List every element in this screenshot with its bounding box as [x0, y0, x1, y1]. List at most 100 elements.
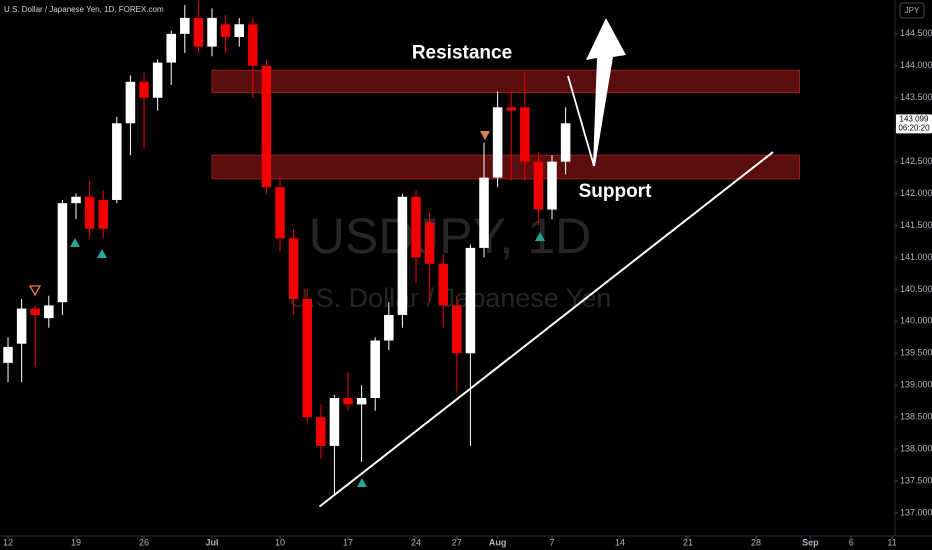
zone-label: Support — [579, 181, 652, 202]
x-tick-label: Jul — [206, 537, 219, 547]
candles — [3, 1, 571, 494]
candle-body — [98, 199, 108, 229]
x-tick-label: 14 — [615, 537, 625, 547]
x-tick-label: 7 — [550, 537, 555, 547]
y-tick-label: 138.000 — [900, 443, 932, 453]
x-tick-label: 27 — [452, 537, 462, 547]
buy-signal — [357, 478, 367, 487]
candle-body — [452, 305, 462, 354]
price-axis — [895, 0, 932, 550]
candle-body — [492, 107, 503, 178]
candle-body — [275, 187, 285, 239]
candle-body — [16, 308, 27, 344]
x-tick-label: 17 — [343, 537, 353, 547]
candle-body — [3, 346, 13, 363]
sell-signal — [480, 131, 490, 140]
arrow-leg — [567, 75, 595, 167]
y-tick-label: 144.000 — [900, 60, 932, 70]
candle-body — [84, 196, 95, 229]
countdown-label: 06:20:20 — [898, 123, 930, 132]
candle-body — [207, 17, 217, 47]
y-tick-label: 138.500 — [900, 412, 932, 422]
candle-body — [397, 196, 408, 315]
candle-body — [125, 81, 136, 124]
candle-body — [71, 196, 81, 204]
candle-body — [370, 340, 380, 399]
x-tick-label: 19 — [71, 537, 81, 547]
candle-body — [329, 398, 340, 446]
candle-body — [520, 107, 530, 162]
candle-body — [384, 314, 394, 341]
candle-body — [533, 161, 544, 210]
y-tick-label: 140.500 — [900, 284, 932, 294]
y-tick-label: 141.500 — [900, 220, 932, 230]
drawings: Resistance Support — [318, 42, 774, 508]
x-tick-label: Aug — [489, 537, 507, 547]
arrow-head — [586, 18, 626, 166]
buy-signal — [70, 238, 80, 247]
candle-body — [547, 161, 557, 210]
x-tick-label: 21 — [683, 537, 693, 547]
candle-body — [30, 308, 40, 315]
y-tick-label: 137.000 — [900, 507, 932, 517]
y-tick-label: 141.000 — [900, 252, 932, 262]
candle-body — [220, 24, 231, 38]
candle-body — [424, 222, 435, 264]
candle-body — [248, 24, 258, 66]
axes: 137.000 137.500 138.000 138.500 139.000 139.5… — [3, 28, 932, 547]
candle-body — [438, 263, 448, 306]
candle-body — [356, 398, 367, 405]
candle-body — [234, 24, 244, 38]
buy-signal — [535, 232, 545, 241]
y-tick-label: 137.500 — [900, 475, 932, 485]
candle-body — [57, 203, 68, 303]
candle-body — [112, 123, 122, 200]
y-tick-label: 144.500 — [900, 28, 932, 38]
candle-body — [343, 398, 353, 405]
y-tick-label: 142.500 — [900, 156, 932, 166]
y-tick-label: 139.000 — [900, 380, 932, 390]
buy-signal — [97, 249, 107, 258]
last-price-label: 143.099 — [900, 114, 929, 123]
candle-body — [261, 65, 272, 188]
candle-body — [152, 62, 163, 98]
y-tick-label: 139.500 — [900, 348, 932, 358]
y-tick-label: 140.000 — [900, 316, 932, 326]
candle-body — [465, 247, 476, 354]
candle-body — [139, 81, 149, 98]
x-tick-label: 24 — [411, 537, 421, 547]
candle-body — [44, 305, 54, 319]
last-price-box — [896, 114, 932, 134]
candle-body — [479, 177, 489, 248]
currency-label: JPY — [905, 6, 920, 15]
sell-signal — [28, 285, 42, 297]
y-tick-label: 143.500 — [900, 92, 932, 102]
x-tick-label: 26 — [139, 537, 149, 547]
trendline — [318, 151, 774, 508]
x-tick-label: 11 — [887, 537, 896, 547]
candle-body — [302, 298, 312, 418]
candle-body — [180, 17, 190, 34]
currency-button[interactable] — [899, 2, 925, 19]
x-tick-label: 12 — [3, 537, 13, 547]
y-tick-label: 142.000 — [900, 188, 932, 198]
watermark-symbol: USDJPY, 1D — [309, 208, 592, 264]
candle-body — [193, 17, 204, 47]
candle-body — [316, 417, 326, 446]
candle-body — [411, 196, 421, 258]
forecast-arrow — [567, 18, 626, 167]
chart-title: U.S. Dollar / Japanese Yen, 1D, FOREX.co… — [4, 5, 164, 14]
candle-body — [166, 33, 176, 63]
x-tick-label: 10 — [275, 537, 285, 547]
candle-body — [288, 238, 299, 299]
x-tick-label: 6 — [849, 537, 854, 547]
zones — [211, 69, 801, 180]
candle-body — [506, 107, 516, 111]
zone-label: Resistance — [412, 42, 512, 63]
signal-markers — [28, 131, 545, 487]
price-zone — [211, 69, 801, 94]
price-zone — [211, 154, 801, 180]
watermark: USDJPY, 1D U.S. Dollar / Japanese Yen — [289, 208, 612, 313]
